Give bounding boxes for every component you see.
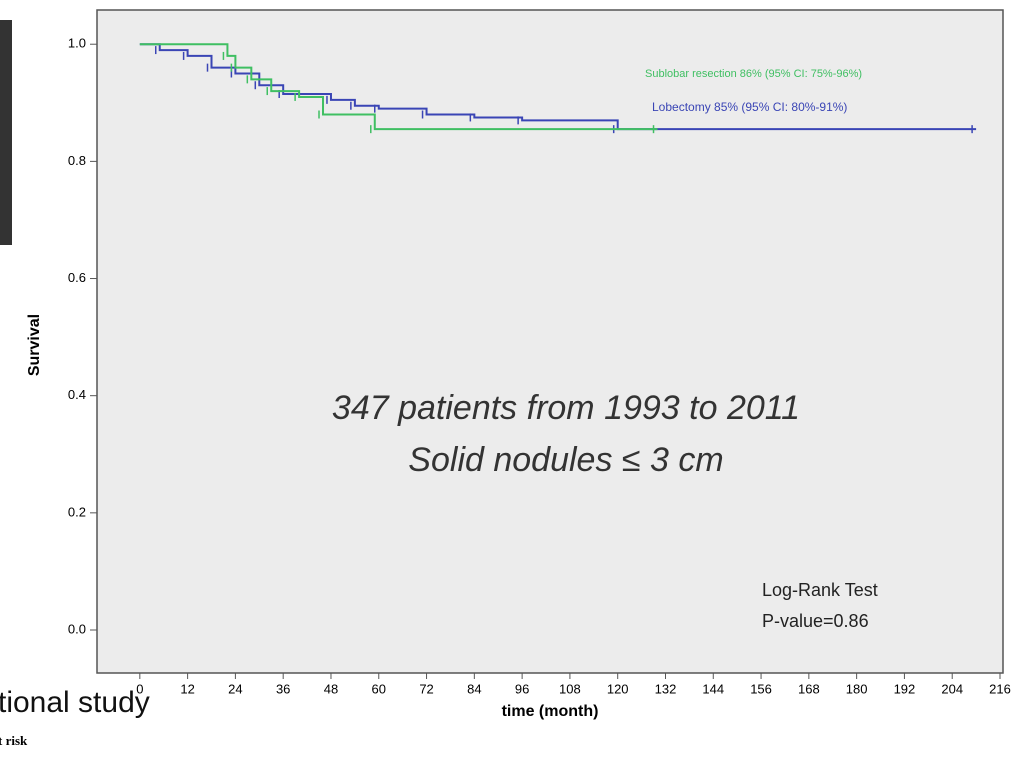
x-tick-label: 24: [228, 681, 242, 696]
legend-label: Lobectomy 85% (95% CI: 80%-91%): [652, 100, 847, 114]
x-tick-label: 156: [750, 681, 772, 696]
survival-line: [139, 43, 977, 131]
annotation: Solid nodules ≤ 3 cm: [408, 441, 723, 479]
x-tick-label: 216: [989, 681, 1011, 696]
x-tick-label: 72: [419, 681, 433, 696]
x-tick-label: 108: [559, 681, 581, 696]
survival-line: [139, 43, 658, 131]
x-tick-label: 12: [180, 681, 194, 696]
y-tick-label: 1.0: [68, 36, 86, 51]
legend-label: Sublobar resection 86% (95% CI: 75%-96%): [645, 68, 862, 80]
cropped-text: t risk: [0, 733, 28, 748]
x-tick-label: 168: [798, 681, 820, 696]
annotation: Log-Rank Test: [762, 580, 878, 600]
x-tick-label: 84: [467, 681, 481, 696]
y-tick-label: 0.6: [68, 270, 86, 285]
x-tick-label: 144: [702, 681, 724, 696]
y-tick-label: 0.2: [68, 504, 86, 519]
x-axis-label: time (month): [502, 703, 599, 720]
x-tick-label: 120: [607, 681, 629, 696]
x-tick-label: 36: [276, 681, 290, 696]
x-tick-label: 132: [655, 681, 677, 696]
annotation: 347 patients from 1993 to 2011: [332, 389, 800, 427]
plot-area: [96, 9, 1004, 674]
x-tick-label: 192: [894, 681, 916, 696]
cropped-text: tional study: [0, 686, 150, 719]
x-tick-label: 180: [846, 681, 868, 696]
x-tick-label: 48: [324, 681, 338, 696]
y-tick-label: 0.0: [68, 621, 86, 636]
x-tick-label: 96: [515, 681, 529, 696]
y-tick-label: 0.4: [68, 387, 86, 402]
x-tick-label: 204: [941, 681, 963, 696]
cropped-image: [0, 20, 12, 245]
y-axis-label: Survival: [26, 314, 43, 376]
x-tick-label: 0: [136, 681, 143, 696]
annotation: P-value=0.86: [762, 611, 869, 631]
y-tick-label: 0.8: [68, 153, 86, 168]
x-tick-label: 60: [372, 681, 386, 696]
